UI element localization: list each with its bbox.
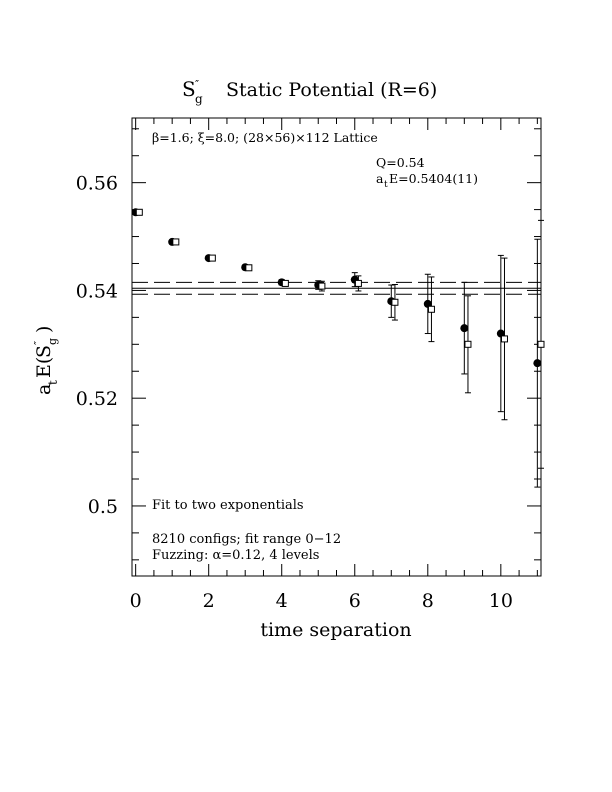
title-symbol-sub: g: [195, 92, 203, 106]
y-axis-label-suffix: ): [33, 326, 55, 333]
x-tick-label: 0: [130, 590, 142, 612]
axis-ticks: [132, 118, 541, 576]
data-point-square: [135, 208, 143, 216]
y-tick-label: 0.52: [76, 388, 118, 410]
configs-annotation: 8210 configs; fit range 0−12: [152, 532, 341, 547]
x-axis-label: time separation: [260, 619, 411, 641]
x-tick-label: 10: [489, 590, 513, 612]
title-symbol-base: S: [182, 77, 196, 101]
fit-band: [132, 281, 541, 295]
tick-labels: 0 2 4 6 8 10 0.5 0.52 0.54 0.56: [76, 173, 513, 612]
data-points: [131, 208, 545, 488]
data-point-square: [354, 279, 362, 287]
data-point-square: [318, 282, 326, 290]
data-point-square: [464, 340, 472, 348]
y-axis-label-func: E(: [33, 357, 55, 378]
q-value-annotation: Q=0.54: [376, 155, 425, 170]
x-tick-label: 6: [349, 590, 361, 612]
data-point-circle: [533, 359, 542, 368]
data-point-square: [500, 335, 508, 343]
y-axis-label-base: S: [33, 345, 55, 358]
title-symbol-prime: ″: [195, 78, 199, 91]
data-point-square: [208, 254, 216, 262]
y-tick-label: 0.5: [88, 496, 118, 518]
data-point-square: [391, 298, 399, 306]
y-axis-label: a t E( S ″ g ): [32, 326, 60, 395]
fit-note-annotation: Fit to two exponentials: [152, 498, 304, 513]
fuzzing-annotation: Fuzzing: α=0.12, 4 levels: [152, 548, 319, 563]
y-axis-label-prime: ″: [32, 341, 45, 345]
y-axis-label-prefix: a: [33, 384, 55, 395]
energy-prefix: a: [376, 171, 384, 186]
energy-sub: t: [384, 180, 388, 190]
data-point-square: [281, 279, 289, 287]
lattice-annotation: β=1.6; ξ=8.0; (28×56)×112 Lattice: [152, 130, 378, 145]
energy-annotation: E=0.5404(11): [389, 171, 478, 186]
chart-title: Static Potential (R=6): [226, 79, 437, 101]
x-tick-label: 2: [203, 590, 215, 612]
y-axis-label-prefix-sub: t: [46, 380, 60, 385]
data-point-square: [245, 264, 253, 272]
data-point-circle: [460, 324, 469, 333]
data-point-square: [537, 340, 545, 348]
y-tick-label: 0.54: [76, 280, 118, 302]
x-tick-label: 4: [276, 590, 288, 612]
y-axis-label-sub: g: [46, 338, 59, 345]
x-tick-label: 8: [422, 590, 434, 612]
data-point-square: [172, 238, 180, 246]
y-tick-label: 0.56: [76, 173, 118, 195]
data-point-square: [427, 305, 435, 313]
